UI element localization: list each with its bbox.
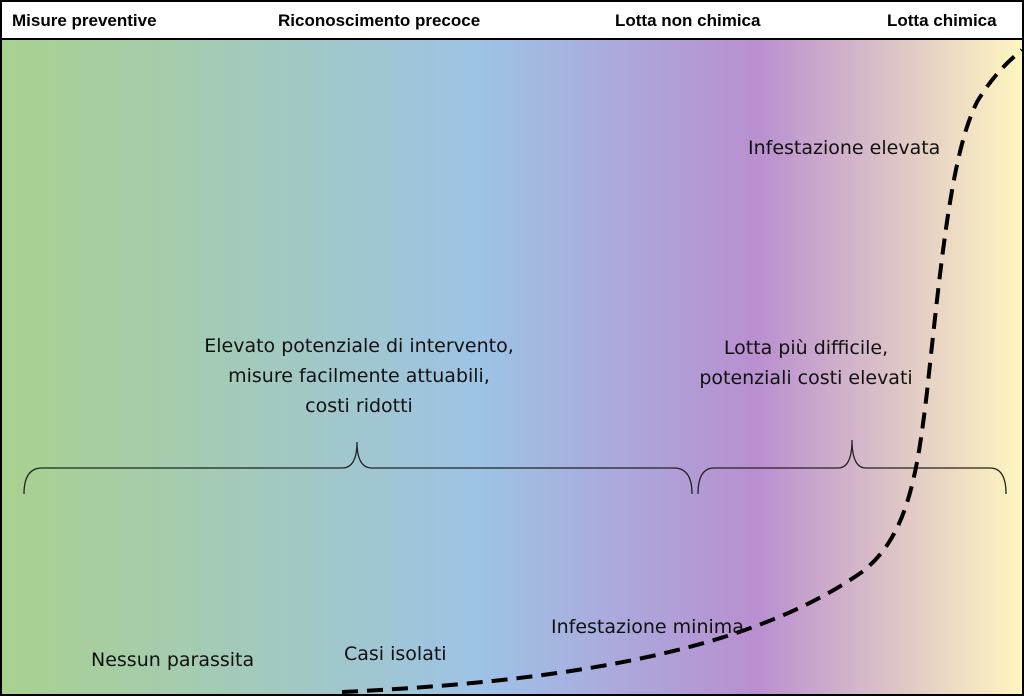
note-left: Elevato potenziale di intervento, misure… — [192, 331, 526, 421]
stage-misure-preventive: Misure preventive — [12, 11, 157, 30]
note-left-line-1: Elevato potenziale di intervento, — [204, 335, 514, 357]
note-right: Lotta più difficile, potenziali costi el… — [688, 333, 924, 393]
left-brace — [23, 441, 693, 495]
note-right-line-2: potenziali costi elevati — [699, 367, 913, 389]
label-infestazione-minima: Infestazione minima — [551, 616, 744, 638]
stage-lotta-chimica: Lotta chimica — [887, 11, 997, 30]
right-brace — [697, 439, 1007, 495]
note-left-line-2: misure facilmente attuabili, — [228, 365, 490, 387]
note-right-line-1: Lotta più difficile, — [723, 337, 889, 359]
stage-lotta-non-chimica: Lotta non chimica — [615, 11, 761, 30]
label-nessun-parassita: Nessun parassita — [91, 649, 255, 671]
label-casi-isolati: Casi isolati — [344, 643, 447, 665]
label-infestazione-elevata: Infestazione elevata — [748, 137, 941, 159]
stage-header: Misure preventive Riconoscimento precoce… — [2, 2, 1022, 40]
stage-riconoscimento-precoce: Riconoscimento precoce — [278, 11, 481, 30]
note-left-line-3: costi ridotti — [305, 395, 413, 417]
infestation-curve — [341, 48, 1022, 694]
